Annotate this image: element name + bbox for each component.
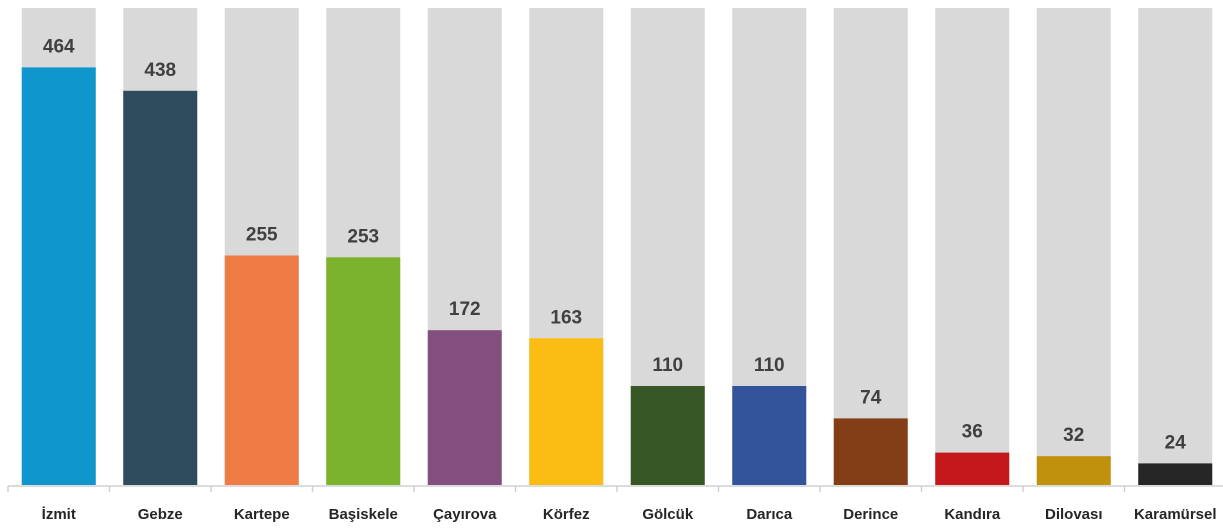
bar-background bbox=[1036, 8, 1111, 485]
bar bbox=[224, 255, 299, 485]
bar-background bbox=[935, 8, 1010, 485]
x-tick-label: Gebze bbox=[138, 506, 183, 523]
x-tick-label: Darıca bbox=[746, 506, 793, 523]
bar bbox=[833, 418, 908, 485]
value-label: 438 bbox=[144, 60, 176, 81]
x-tick-label: Çayırova bbox=[433, 506, 497, 523]
x-tick-label: Başiskele bbox=[329, 506, 398, 523]
value-label: 172 bbox=[449, 299, 481, 320]
value-label: 110 bbox=[652, 355, 683, 376]
value-label: 36 bbox=[962, 422, 983, 443]
bar bbox=[1036, 456, 1111, 485]
value-label: 255 bbox=[246, 225, 278, 246]
bar bbox=[123, 90, 198, 486]
bar bbox=[326, 257, 401, 485]
value-label: 253 bbox=[347, 226, 379, 247]
value-label: 464 bbox=[43, 36, 75, 57]
x-tick-label: Kartepe bbox=[234, 506, 290, 523]
x-tick-label: Karamürsel bbox=[1134, 506, 1217, 523]
bar bbox=[529, 338, 604, 485]
bar bbox=[21, 67, 96, 486]
value-label: 24 bbox=[1165, 432, 1187, 453]
value-label: 32 bbox=[1063, 425, 1084, 446]
x-tick-label: Gölcük bbox=[642, 506, 694, 523]
x-tick-label: Kandıra bbox=[944, 506, 1001, 523]
bar-background bbox=[1138, 8, 1213, 485]
value-label: 163 bbox=[550, 307, 582, 328]
value-label: 110 bbox=[754, 355, 785, 376]
bar bbox=[427, 330, 502, 485]
x-tick-label: Dilovası bbox=[1045, 506, 1103, 523]
bar bbox=[935, 452, 1010, 485]
x-tick-label: Derince bbox=[843, 506, 898, 523]
bar bbox=[732, 386, 807, 485]
bar bbox=[630, 386, 705, 485]
x-tick-label: Körfez bbox=[543, 506, 590, 523]
value-label: 74 bbox=[860, 387, 882, 408]
bar-background bbox=[833, 8, 908, 485]
bar bbox=[1138, 463, 1213, 485]
x-tick-label: İzmit bbox=[42, 506, 76, 523]
